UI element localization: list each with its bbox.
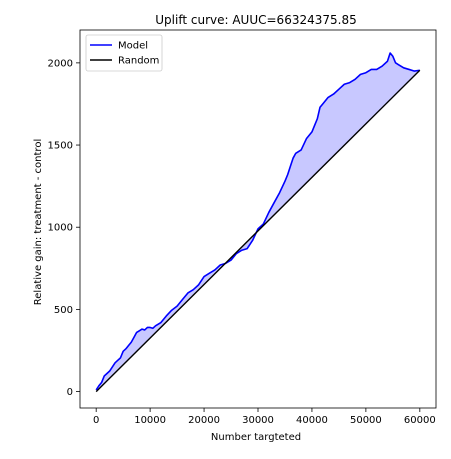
y-axis-title: Relative gain: treatment - control xyxy=(33,139,44,305)
x-tick-label: 50000 xyxy=(350,415,382,426)
y-tick-label: 1500 xyxy=(48,141,73,152)
chart-title: Uplift curve: AUUC=66324375.85 xyxy=(155,13,356,27)
legend-label-random: Random xyxy=(118,56,159,67)
legend: Model Random xyxy=(85,34,163,72)
y-tick-label: 1000 xyxy=(48,223,73,234)
x-tick-label: 20000 xyxy=(188,415,220,426)
x-axis-title: Number targteted xyxy=(211,432,301,443)
x-tick-label: 60000 xyxy=(404,415,436,426)
legend-box xyxy=(85,34,163,72)
series-line-model xyxy=(95,52,420,391)
x-tick-label: 0 xyxy=(93,415,99,426)
y-tick-label: 500 xyxy=(54,305,73,316)
y-tick-label: 2000 xyxy=(48,58,73,69)
series-line-random xyxy=(95,69,421,393)
y-tick-label: 0 xyxy=(67,387,73,398)
x-tick-label: 30000 xyxy=(242,415,274,426)
legend-label-model: Model xyxy=(118,41,148,52)
x-tick-label: 10000 xyxy=(134,415,166,426)
x-tick-label: 40000 xyxy=(296,415,328,426)
gain-area-fill xyxy=(96,53,420,392)
plot-area: 0 10000 20000 30000 40000 50000 60000 0 500 1000 1… xyxy=(48,29,437,426)
